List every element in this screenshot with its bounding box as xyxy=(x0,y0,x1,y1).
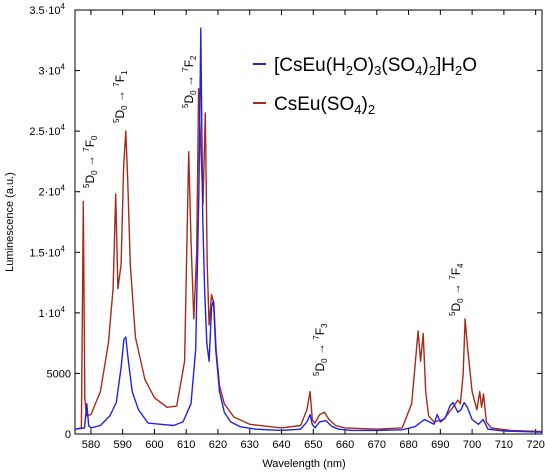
x-tick-label: 650 xyxy=(304,439,322,451)
y-tick-label: 3.5·104 xyxy=(29,2,65,17)
annotation-7F1: 5D0 → 7F1 xyxy=(112,70,129,123)
x-tick-label: 690 xyxy=(431,439,449,451)
svg-text:5D0 → 7F4: 5D0 → 7F4 xyxy=(448,263,465,316)
x-tick-label: 670 xyxy=(368,439,386,451)
y-tick-label: 2·104 xyxy=(39,184,66,199)
x-tick-label: 600 xyxy=(145,439,163,451)
legend-label-series-1: [CsEu(H2O)3(SO4)2]H2O xyxy=(274,55,477,78)
annotation-7F2: 5D0 → 7F2 xyxy=(181,55,198,108)
y-tick-label: 1·104 xyxy=(39,305,66,320)
x-tick-label: 640 xyxy=(272,439,290,451)
x-tick-label: 630 xyxy=(241,439,259,451)
y-tick-label: 1.5·104 xyxy=(29,244,65,259)
x-tick-label: 700 xyxy=(463,439,481,451)
svg-text:5D0 → 7F0: 5D0 → 7F0 xyxy=(82,135,99,188)
x-tick-label: 610 xyxy=(177,439,195,451)
annotation-7F4: 5D0 → 7F4 xyxy=(448,263,465,316)
series-line-1 xyxy=(74,27,543,433)
y-tick-label: 3·104 xyxy=(39,63,66,78)
legend: [CsEu(H2O)3(SO4)2]H2O CsEu(SO4)2 xyxy=(253,55,477,117)
x-tick-label: 660 xyxy=(336,439,354,451)
y-tick-label: 0 xyxy=(65,429,71,441)
svg-text:5D0 → 7F1: 5D0 → 7F1 xyxy=(112,70,129,123)
x-tick-label: 680 xyxy=(399,439,417,451)
x-tick-label: 710 xyxy=(495,439,513,451)
y-axis-label: Luminescence (a.u.) xyxy=(4,172,16,272)
series-layer xyxy=(74,27,543,433)
annotation-7F3: 5D0 → 7F3 xyxy=(312,323,329,376)
annotation-7F0: 5D0 → 7F0 xyxy=(82,135,99,188)
x-axis-ticks: 580 590 600 610 620 630 640 650 660 670 680 690 700 7… xyxy=(82,10,545,451)
y-tick-label: 5000 xyxy=(47,368,71,380)
x-axis-label: Wavelength (nm) xyxy=(262,458,345,470)
svg-text:5D0 → 7F2: 5D0 → 7F2 xyxy=(181,55,198,108)
y-tick-label: 2.5·104 xyxy=(29,123,65,138)
series-line-2 xyxy=(74,87,543,433)
x-tick-label: 590 xyxy=(113,439,131,451)
legend-label-series-2: CsEu(SO4)2 xyxy=(274,94,375,117)
x-tick-label: 720 xyxy=(526,439,544,451)
x-tick-label: 620 xyxy=(209,439,227,451)
svg-text:5D0 → 7F3: 5D0 → 7F3 xyxy=(312,323,329,376)
x-tick-label: 580 xyxy=(82,439,100,451)
y-axis-ticks: 0 5000 1·104 1.5·104 2·104 2.5·104 3·104 3.5·10… xyxy=(29,2,542,441)
